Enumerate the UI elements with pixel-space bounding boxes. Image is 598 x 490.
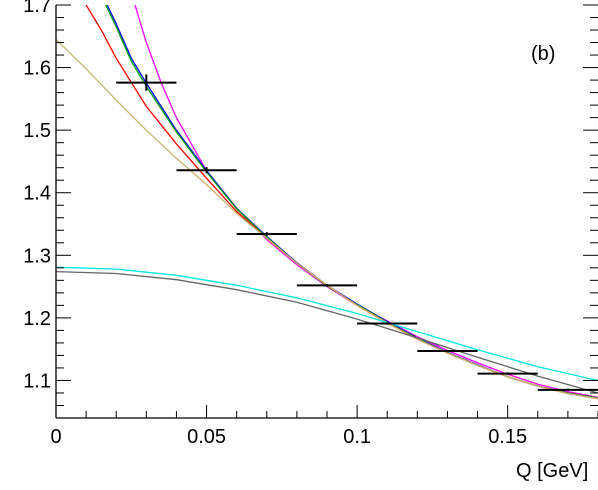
data-point — [116, 74, 177, 91]
data-point — [477, 372, 538, 375]
x-tick-label: 0.15 — [488, 426, 527, 448]
series-curve-3 — [85, 5, 598, 400]
data-point — [236, 232, 297, 236]
x-tick-label: 0.1 — [343, 426, 371, 448]
y-tick-label: 1.4 — [23, 183, 51, 205]
panel-label: (b) — [531, 43, 555, 65]
series-curve-1 — [106, 5, 598, 399]
series-curve-2 — [104, 5, 598, 399]
x-tick-label: 0 — [50, 426, 61, 448]
y-tick-label: 1.6 — [23, 58, 51, 80]
x-tick-label: 0.05 — [187, 426, 226, 448]
series-curve-4 — [56, 38, 598, 400]
data-point — [357, 322, 418, 325]
data-point — [296, 284, 358, 287]
y-tick-label: 1.7 — [23, 0, 51, 17]
series-curve-5 — [56, 266, 598, 382]
y-tick-label: 1.3 — [23, 245, 51, 267]
data-point — [417, 349, 478, 353]
data-point — [176, 167, 237, 174]
y-tick-label: 1.1 — [23, 370, 51, 392]
x-axis-title: Q [GeV] — [516, 460, 588, 482]
series-curve-6 — [56, 270, 598, 394]
y-tick-label: 1.2 — [23, 308, 51, 330]
y-tick-label: 1.5 — [23, 120, 51, 142]
data-point — [537, 388, 598, 392]
series-curve-0 — [134, 5, 598, 399]
